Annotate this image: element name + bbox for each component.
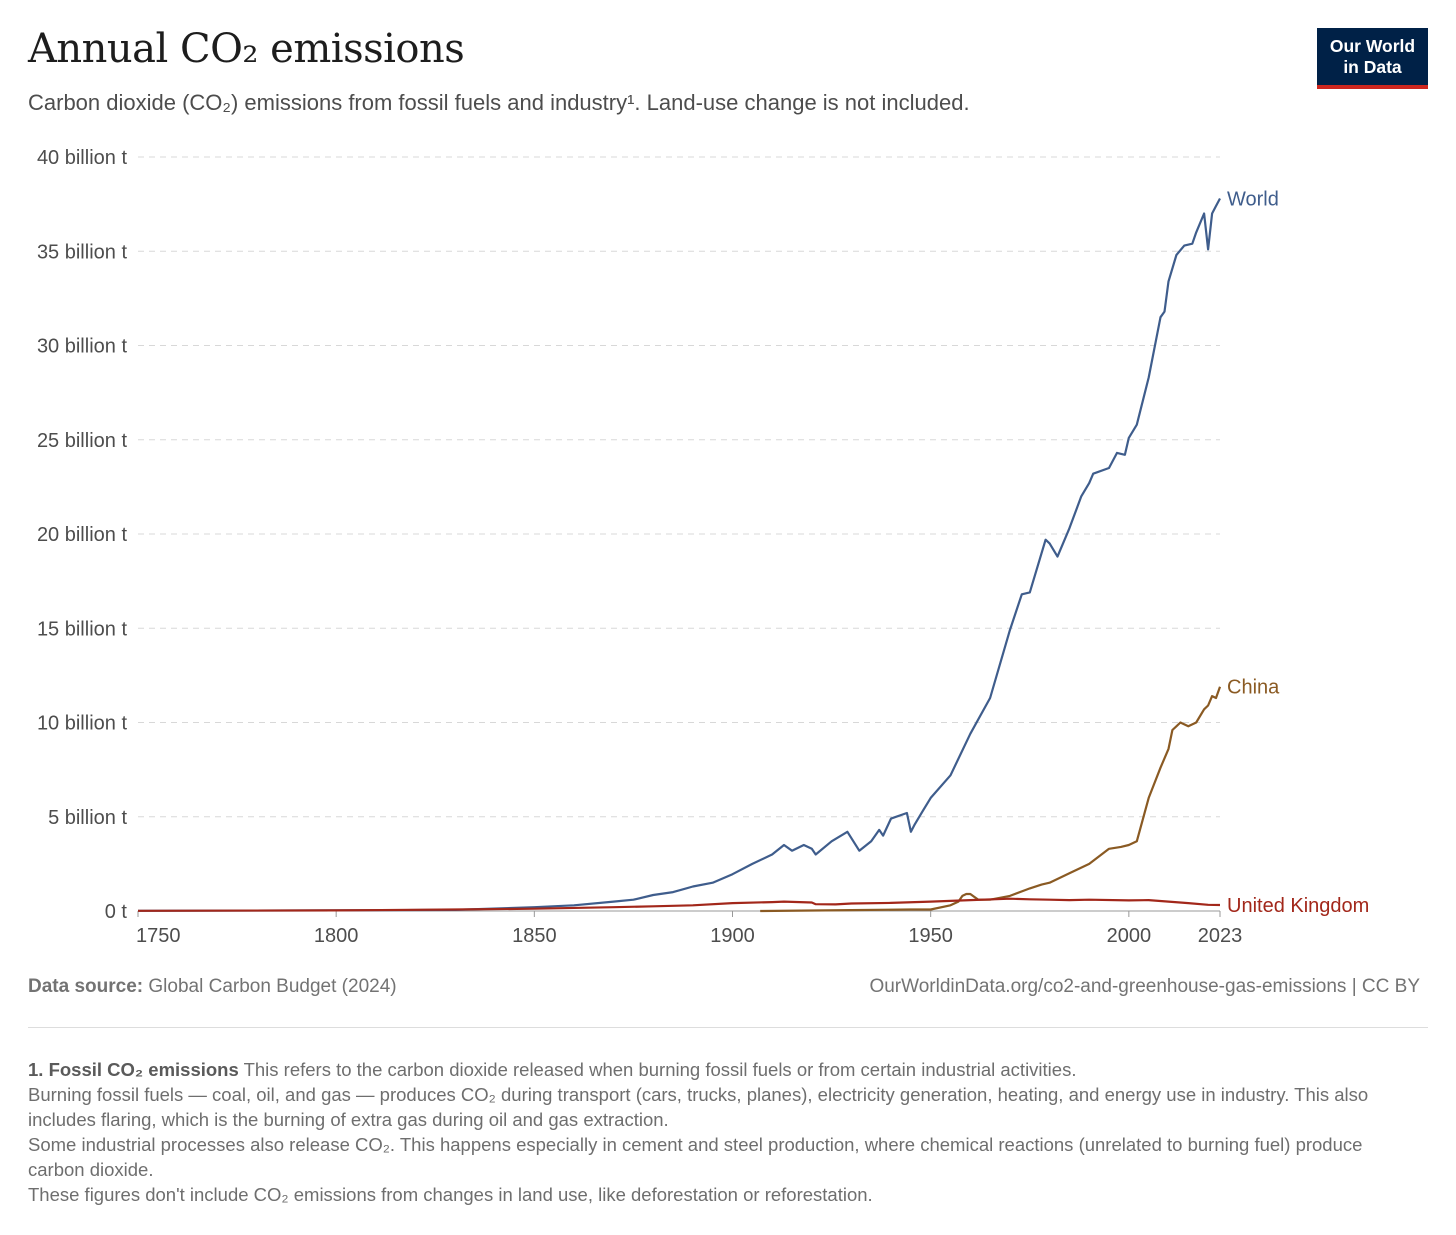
chart-subtitle: Carbon dioxide (CO₂) emissions from foss… <box>28 90 970 115</box>
y-tick-label: 25 billion t <box>37 430 128 452</box>
x-tick-label: 1900 <box>710 925 755 947</box>
data-source-value[interactable]: Global Carbon Budget (2024) <box>148 976 397 997</box>
series-line-china <box>760 686 1222 913</box>
grid-layer <box>138 156 1220 818</box>
license-label[interactable]: | CC BY <box>1351 976 1420 997</box>
x-tick-label: 1750 <box>136 925 181 947</box>
source-link[interactable]: OurWorldinData.org/co2-and-greenhouse-ga… <box>869 976 1347 997</box>
x-tick-label: 1800 <box>314 925 359 947</box>
footnote-definition: This refers to the carbon dioxide releas… <box>243 1059 1077 1080</box>
x-tick-label: 1950 <box>908 925 953 947</box>
y-axis-ticks: 0 t 5 billion t 10 billion t 15 billion t 20… <box>37 147 128 923</box>
logo-line-2: in Data <box>1343 57 1402 77</box>
y-tick-label: 15 billion t <box>37 618 128 640</box>
logo-line-1: Our World <box>1329 36 1416 56</box>
footnote-term: 1. Fossil CO₂ emissions <box>28 1059 239 1080</box>
owid-logo[interactable]: Our World in Data <box>1317 28 1428 89</box>
x-tick-label: 2023 <box>1198 925 1243 947</box>
series-line-world <box>137 197 1221 912</box>
data-source: Data source: Global Carbon Budget (2024) <box>28 976 397 998</box>
y-tick-label: 0 t <box>105 901 128 923</box>
footnote-paragraph-3: These figures don't include CO₂ emission… <box>28 1184 873 1205</box>
logo-accent-bar <box>1317 85 1428 89</box>
series-label-united-kingdom: United Kingdom <box>1227 895 1369 917</box>
footnote-paragraph-1: Burning fossil fuels — coal, oil, and ga… <box>28 1084 1369 1130</box>
footnote-intro: 1. Fossil CO₂ emissions This refers to t… <box>28 1057 1388 1082</box>
y-tick-label: 10 billion t <box>37 713 128 735</box>
y-tick-label: 35 billion t <box>37 241 128 263</box>
x-tick-label: 1850 <box>512 925 557 947</box>
source-url: OurWorldinData.org/co2-and-greenhouse-ga… <box>869 976 1420 998</box>
line-chart: 0 t 5 billion t 10 billion t 15 billion t 20… <box>37 147 1369 947</box>
series-label-world: World <box>1227 188 1279 210</box>
y-tick-label: 40 billion t <box>37 147 128 169</box>
x-tick-label: 2000 <box>1107 925 1152 947</box>
series-label-china: China <box>1227 677 1280 699</box>
footnote-paragraph-2: Some industrial processes also release C… <box>28 1134 1363 1180</box>
series-lines <box>137 197 1222 913</box>
x-axis: 1750 1800 1850 1900 1950 2000 2023 <box>136 910 1243 947</box>
y-tick-label: 5 billion t <box>48 807 127 829</box>
footnote: 1. Fossil CO₂ emissions This refers to t… <box>28 1057 1388 1207</box>
divider <box>28 1027 1428 1028</box>
series-line-united-kingdom <box>137 897 1221 912</box>
y-tick-label: 30 billion t <box>37 336 128 358</box>
data-source-label: Data source: <box>28 976 144 997</box>
series-labels: World China United Kingdom <box>1227 188 1369 916</box>
chart-title: Annual CO₂ emissions <box>28 26 465 72</box>
y-tick-label: 20 billion t <box>37 524 128 546</box>
